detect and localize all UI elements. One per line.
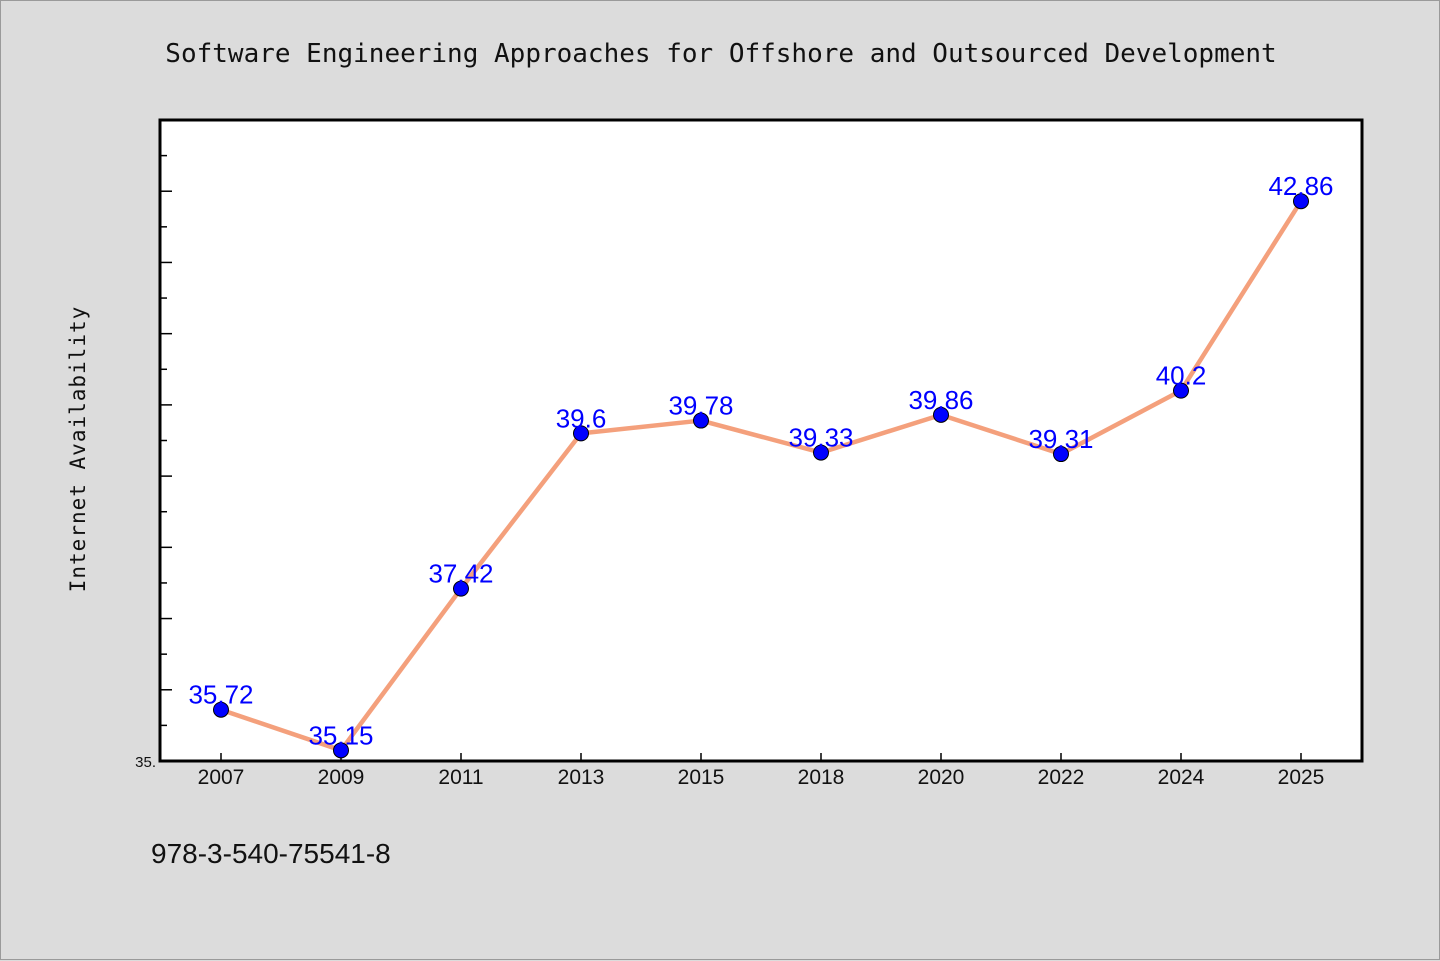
data-label: 35.72	[188, 680, 253, 710]
data-point	[1293, 193, 1309, 210]
x-tick-label: 2007	[198, 766, 245, 789]
series-line-group	[218, 198, 1304, 753]
data-point	[933, 406, 949, 423]
data-point	[693, 412, 709, 429]
y-axis-ticks	[160, 154, 172, 727]
data-label: 39.6	[556, 403, 607, 433]
series-markers	[213, 193, 1309, 759]
x-axis-ticks: 2007 2009 2011 2013 2015 2018 2020 2022 2024 2025	[198, 753, 1325, 789]
data-point	[453, 580, 469, 597]
x-tick-label: 2015	[678, 766, 725, 789]
data-point	[1173, 382, 1189, 399]
x-tick-label: 2013	[558, 766, 605, 789]
x-tick-label: 2020	[918, 766, 965, 789]
x-tick-label: 2024	[1158, 766, 1205, 789]
x-tick-label: 2025	[1278, 766, 1325, 789]
data-label: 39.31	[1028, 424, 1093, 454]
data-point	[1053, 446, 1069, 463]
data-labels: 35.72 35.15 37.42 39.6 39.78 39.33 39.86 39.31 4…	[188, 171, 1333, 750]
data-label: 39.78	[668, 391, 733, 421]
chart-title: Software Engineering Approaches for Offs…	[165, 39, 1276, 69]
x-tick-label: 2011	[438, 766, 483, 789]
data-point	[213, 701, 229, 718]
plot-area	[158, 118, 1364, 763]
isbn-footer: 978-3-540-75541-8	[151, 838, 391, 869]
data-point	[813, 444, 829, 461]
data-label: 42.86	[1268, 171, 1333, 201]
y-tick-label: 35.	[135, 754, 156, 771]
data-point	[333, 742, 349, 759]
y-axis-label: Internet Availability	[66, 306, 90, 593]
series-line	[218, 198, 1304, 753]
data-label: 37.42	[428, 559, 493, 589]
x-tick-label: 2018	[798, 766, 845, 789]
data-label: 35.15	[308, 720, 373, 750]
data-label: 40.2	[1156, 361, 1207, 391]
x-tick-label: 2009	[318, 766, 365, 789]
data-label: 39.33	[788, 423, 853, 453]
data-label: 39.86	[908, 385, 973, 415]
x-tick-label: 2022	[1038, 766, 1085, 789]
data-point	[573, 425, 589, 442]
